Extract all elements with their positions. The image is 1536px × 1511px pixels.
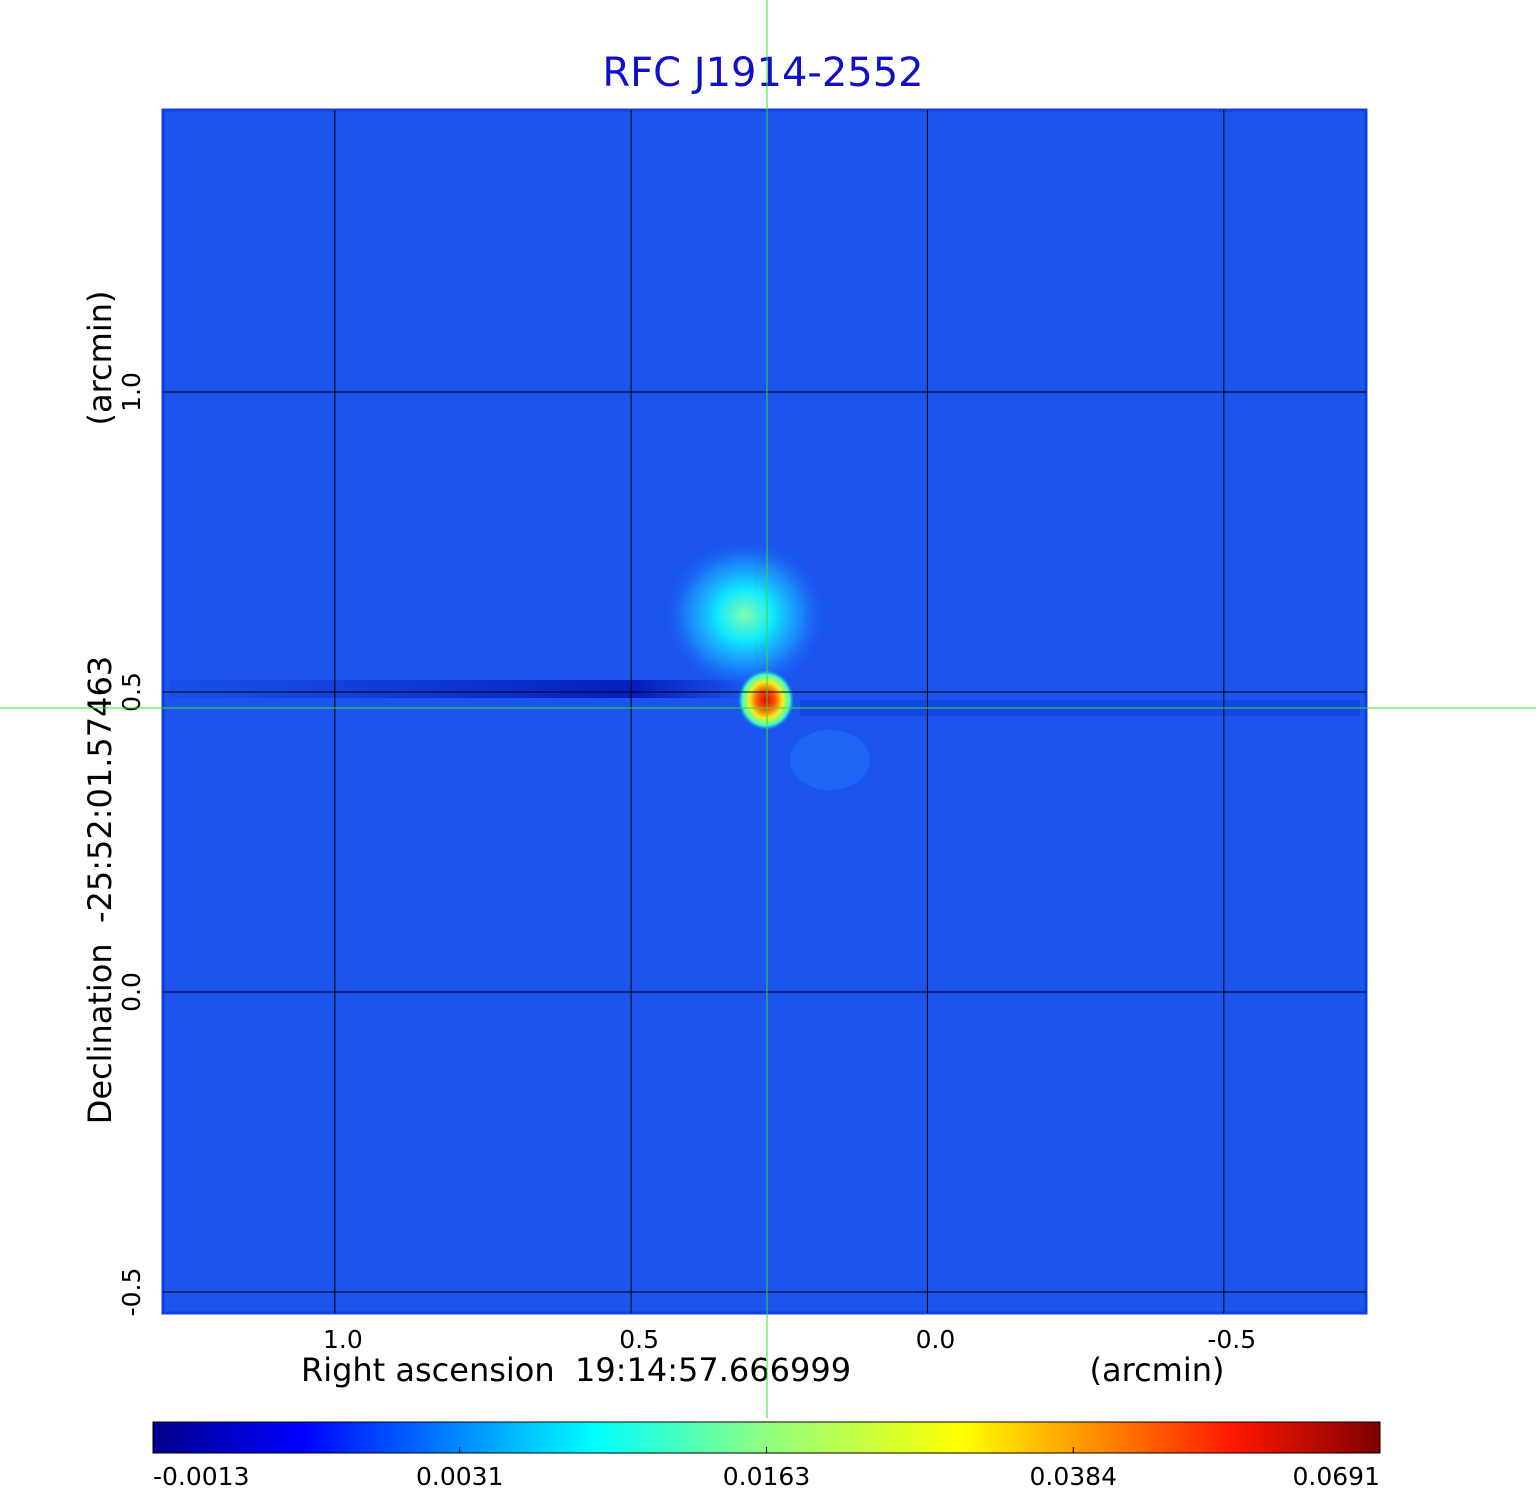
colorbar-tick-label: 0.0384: [1030, 1462, 1117, 1491]
x-tick-label: -0.5: [1207, 1325, 1256, 1354]
colorbar-tick-label: -0.0013: [153, 1462, 250, 1491]
x-tick-label: 0.0: [916, 1325, 956, 1354]
sky-image: [161, 108, 1368, 1315]
y-axis-label: Declination -25:52:01.57463: [81, 656, 119, 1124]
x-axis-label: Right ascension 19:14:57.666999: [301, 1351, 851, 1389]
y-tick-label: 0.0: [117, 972, 146, 1012]
axes: 1.0 0.5 0.0 -0.5 1.0 0.5 0.0 -0.5: [117, 110, 1366, 1354]
x-tick-label: 1.0: [323, 1325, 363, 1354]
y-tick-label: 1.0: [117, 372, 146, 412]
y-tick-label: -0.5: [117, 1268, 146, 1317]
y-axis-unit: (arcmin): [81, 291, 119, 426]
colorbar-tick-label: 0.0163: [723, 1462, 810, 1491]
x-tick-label: 0.5: [619, 1325, 659, 1354]
colorbar-tick-label: 0.0691: [1293, 1462, 1380, 1491]
x-axis-unit: (arcmin): [1090, 1351, 1225, 1389]
chart-title: RFC J1914-2552: [602, 50, 923, 96]
y-tick-label: 0.5: [117, 672, 146, 712]
colorbar-tick-label: 0.0031: [416, 1462, 503, 1491]
